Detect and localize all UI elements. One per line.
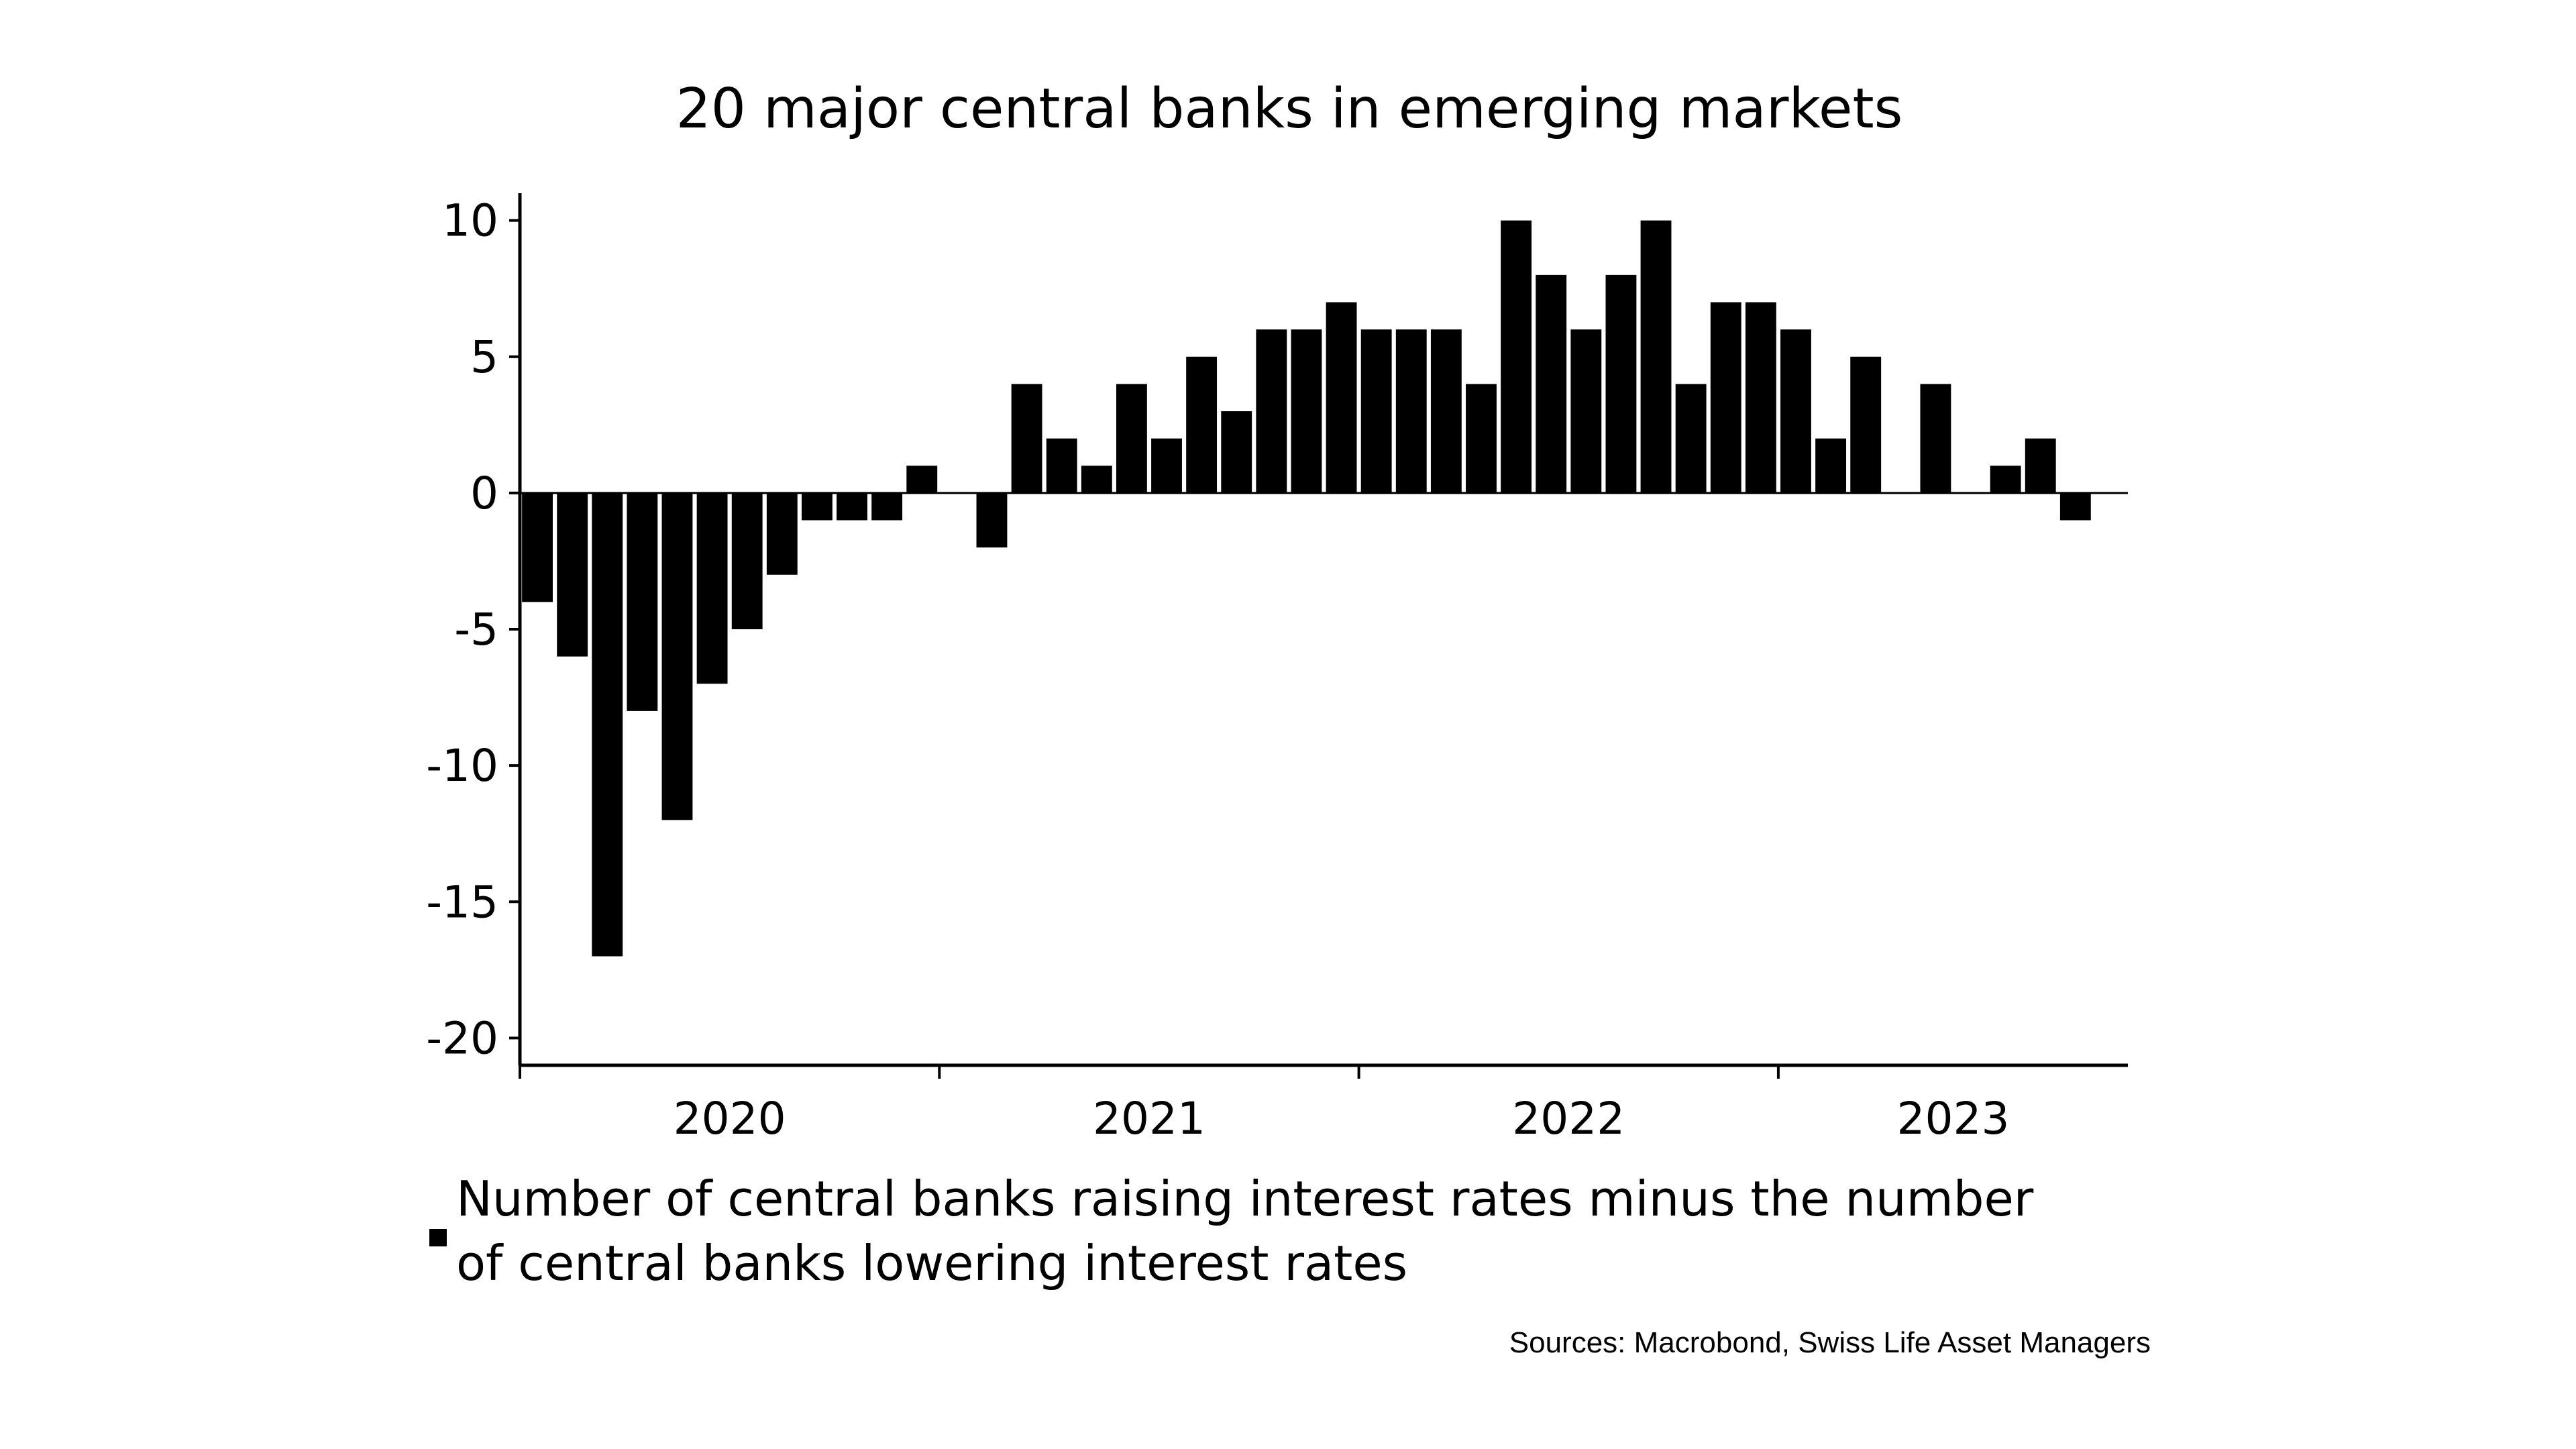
bar-2021-03 [1011,384,1042,493]
bar-2023-03 [1850,356,1882,493]
bar-2023-05 [1920,384,1951,493]
bar-2023-08 [2025,438,2056,493]
legend-label-line-1: Number of central banks raising interest… [456,1171,2034,1227]
x-axis: 2020 2021 2022 2023 [519,1063,2128,1144]
bar-2021-04 [1046,438,1077,493]
y-tick-label: 5 [470,331,498,383]
bar-2021-07 [1151,438,1182,493]
source-note: Sources: Macrobond, Swiss Life Asset Man… [1509,1326,2151,1359]
y-tick-label: -20 [426,1012,498,1064]
bar-2021-10 [1256,329,1287,493]
bar-2021-09 [1221,411,1252,493]
x-tick-label: 2022 [1512,1093,1625,1144]
bar-2022-10 [1675,384,1707,493]
bar-2021-05 [1081,466,1112,493]
y-tick-label: -15 [426,876,498,928]
bar-2020-07 [731,492,763,630]
y-axis: 10 5 0 -5 -10 -15 -20 [426,193,522,1065]
y-tick-label: 10 [442,195,498,247]
x-tick-label: 2023 [1896,1093,2009,1144]
bar-2021-11 [1291,329,1322,493]
bar-2020-01 [522,492,553,602]
bar-2023-09 [2059,492,2091,521]
bar-2020-10 [837,492,867,521]
bar-2020-06 [696,492,728,684]
x-tick-label: 2020 [674,1093,786,1144]
chart-title: 20 major central banks in emerging marke… [676,77,1903,141]
bar-2020-02 [557,492,588,657]
bar-2022-08 [1605,274,1637,493]
bar-2022-12 [1745,302,1776,493]
bar-2022-03 [1430,329,1462,493]
x-tick-label: 2021 [1093,1093,1205,1144]
bar-2022-09 [1640,220,1672,493]
y-tick-label: 0 [470,468,498,519]
bar-2022-01 [1360,329,1392,493]
bar-2023-01 [1780,329,1811,493]
bar-2022-05 [1501,220,1532,493]
bar-2020-04 [627,492,658,711]
bar-2020-11 [871,492,903,521]
legend-label-line-2: of central banks lowering interest rates [456,1235,1407,1291]
bar-2020-05 [661,492,693,820]
bar-2020-12 [906,466,938,493]
bar-2020-03 [592,492,623,957]
bar-2022-02 [1395,329,1427,493]
bar-2022-11 [1710,302,1741,493]
bar-2023-02 [1815,438,1847,493]
bar-2020-09 [802,492,833,521]
bar-2022-07 [1570,329,1602,493]
bar-2022-04 [1466,384,1497,493]
legend-swatch [429,1229,447,1246]
bar-2020-08 [766,492,798,575]
bar-2021-02 [976,492,1008,548]
bar-2021-08 [1186,356,1218,493]
bars-group [520,220,2128,957]
y-tick-label: -10 [426,740,498,792]
y-tick-label: -5 [454,604,498,655]
bar-2022-06 [1536,274,1567,493]
bar-2021-06 [1116,384,1147,493]
bar-2021-12 [1326,302,1357,493]
bar-2023-07 [1990,466,2021,493]
